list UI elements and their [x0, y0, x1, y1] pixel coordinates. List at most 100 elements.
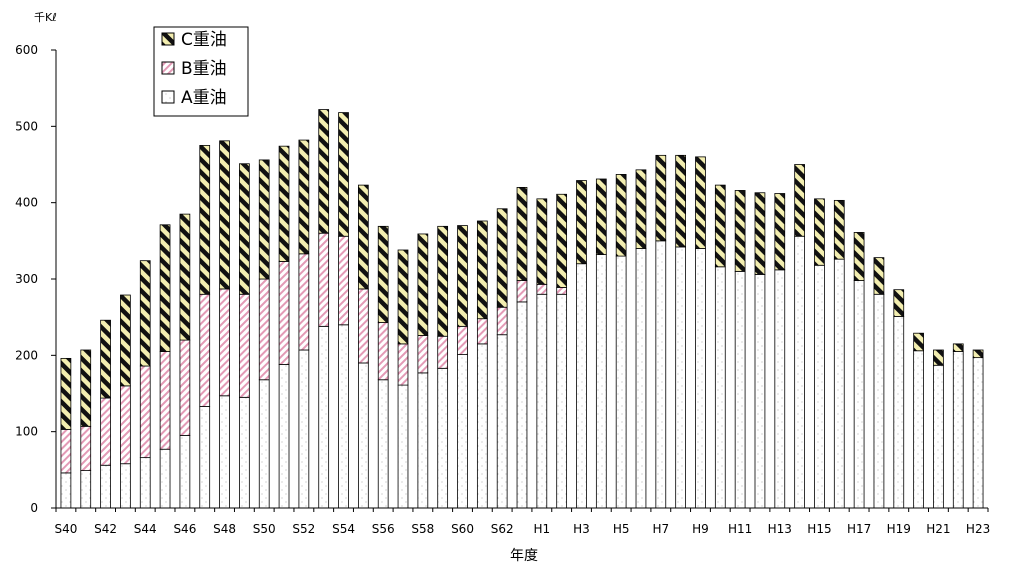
- bar-segment: [139, 365, 151, 459]
- bar-segment: [833, 258, 845, 509]
- bar-segment: [933, 364, 944, 509]
- bar-segment: [734, 270, 746, 509]
- bar-segment: [338, 112, 349, 237]
- bar-segment: [278, 364, 290, 509]
- bar-segment: [60, 472, 72, 509]
- bar-segment: [239, 163, 250, 295]
- bar-segment: [219, 140, 230, 290]
- bar-segment: [496, 306, 508, 336]
- bar-segment: [318, 109, 330, 234]
- x-tick-label: H19: [887, 522, 911, 536]
- x-tick-label: H3: [573, 522, 590, 536]
- bar-segment: [952, 351, 964, 509]
- x-tick-label: S62: [491, 522, 514, 536]
- bar-segment: [357, 184, 369, 290]
- bar-segment: [873, 293, 885, 509]
- x-tick-label: S58: [411, 522, 434, 536]
- x-tick-label: S42: [94, 522, 117, 536]
- y-tick-label: 100: [15, 425, 38, 439]
- y-tick-label: 300: [15, 272, 38, 286]
- x-tick-label: H13: [768, 522, 792, 536]
- y-tick-label: 0: [30, 501, 38, 515]
- bar-segment: [457, 354, 468, 509]
- bar-segment: [298, 139, 310, 255]
- bar-segment: [873, 257, 885, 295]
- bar-segment: [476, 220, 488, 320]
- bar-segment: [655, 240, 667, 509]
- legend-swatch: [161, 61, 175, 75]
- legend-label: B重油: [181, 59, 227, 79]
- bar-segment: [357, 288, 369, 364]
- x-axis: S40 S42 S44 S46 S48 S50 S52 S54 S56 S58 S60 S62 H1 H3…: [54, 507, 990, 536]
- bar-segment: [496, 208, 508, 308]
- bar-segment: [60, 428, 72, 474]
- bar-segment: [695, 248, 706, 509]
- bar-segment: [139, 457, 151, 509]
- bar-segment: [853, 280, 865, 509]
- bar-segment: [397, 249, 409, 345]
- bar-segment: [933, 349, 944, 366]
- x-tick-label: S54: [332, 522, 355, 536]
- bar-segment: [734, 190, 746, 272]
- x-tick-label: H15: [807, 522, 831, 536]
- bar-segment: [814, 264, 825, 509]
- bar-segment: [476, 343, 488, 509]
- bar-segment: [239, 396, 250, 509]
- bar-segment: [556, 293, 568, 509]
- bar-segment: [159, 351, 171, 450]
- bar-segment: [60, 357, 72, 430]
- bar-segment: [794, 235, 805, 509]
- bar-segment: [774, 193, 786, 271]
- bar-segment: [377, 225, 389, 323]
- bar-segment: [159, 448, 171, 509]
- bar-segment: [120, 463, 131, 509]
- bar-segment: [754, 274, 766, 509]
- x-tick-label: H7: [652, 522, 669, 536]
- bar-segment: [100, 464, 111, 509]
- bar-segment: [774, 269, 786, 509]
- bar-segment: [635, 169, 647, 249]
- bar-segment: [496, 334, 508, 509]
- bar-segment: [199, 145, 211, 295]
- bar-segment: [258, 159, 270, 280]
- bar-segment: [536, 283, 548, 295]
- bar-segment: [357, 362, 369, 509]
- x-tick-label: S56: [372, 522, 395, 536]
- x-tick-label: H5: [613, 522, 630, 536]
- bar-segment: [536, 293, 548, 509]
- bar-segment: [952, 343, 964, 352]
- bar-segment: [972, 357, 984, 509]
- bar-segment: [972, 349, 984, 359]
- x-axis-title: 年度: [510, 548, 538, 564]
- y-axis: 0 100 200 300 400 500 600: [15, 43, 57, 515]
- bar-segment: [338, 235, 349, 326]
- legend: C重油 B重油 A重油: [153, 26, 249, 117]
- bar-segment: [417, 233, 429, 336]
- x-tick-label: H11: [728, 522, 752, 536]
- bar-segment: [179, 213, 191, 341]
- bar-segment: [318, 232, 330, 327]
- bar-segment: [675, 246, 686, 509]
- bar-segment: [595, 178, 607, 255]
- bar-segment: [913, 332, 924, 352]
- bar-segment: [219, 288, 230, 397]
- x-tick-label: S48: [213, 522, 236, 536]
- bar-segment: [595, 254, 607, 509]
- bar-segment: [457, 325, 468, 355]
- x-tick-label: H23: [966, 522, 990, 536]
- bar-segment: [516, 186, 528, 281]
- bar-segment: [278, 261, 290, 365]
- bar-segment: [516, 280, 528, 303]
- bar-segment: [278, 145, 290, 262]
- bar-segment: [120, 385, 131, 465]
- bar-segment: [100, 319, 111, 399]
- bar-segment: [615, 255, 627, 509]
- bar-segment: [139, 260, 151, 367]
- bar-segment: [80, 470, 92, 509]
- bar-segment: [397, 384, 409, 509]
- y-tick-label: 400: [15, 196, 38, 210]
- bar-segment: [159, 224, 171, 352]
- bar-segment: [893, 289, 905, 317]
